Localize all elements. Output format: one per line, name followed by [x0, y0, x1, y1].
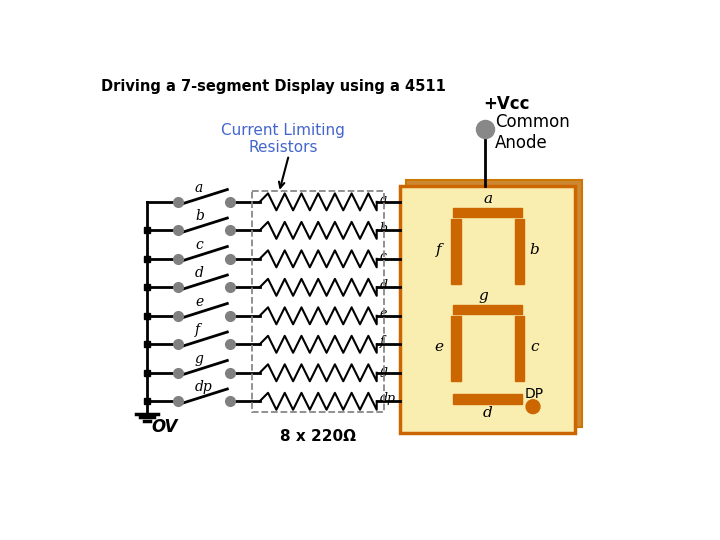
- Text: g: g: [478, 289, 488, 303]
- Bar: [451, 316, 461, 381]
- Text: +Vcc: +Vcc: [483, 94, 529, 112]
- Text: DP: DP: [525, 387, 544, 401]
- Text: e: e: [195, 295, 203, 309]
- Bar: [451, 219, 461, 284]
- Text: c: c: [379, 250, 387, 263]
- Text: c: c: [195, 238, 203, 252]
- Text: a: a: [195, 181, 203, 195]
- Circle shape: [526, 400, 540, 414]
- Text: dp: dp: [379, 393, 396, 406]
- Text: c: c: [531, 340, 539, 354]
- Text: 8 x 220Ω: 8 x 220Ω: [280, 429, 356, 444]
- Text: b: b: [530, 243, 539, 257]
- Text: b: b: [195, 210, 204, 224]
- Text: Current Limiting
Resistors: Current Limiting Resistors: [221, 123, 345, 155]
- Text: OV: OV: [152, 418, 179, 436]
- Text: d: d: [379, 279, 388, 292]
- Text: g: g: [379, 364, 388, 377]
- Bar: [453, 305, 522, 314]
- Bar: [515, 316, 523, 381]
- Text: Common
Anode: Common Anode: [495, 113, 570, 152]
- Bar: [406, 180, 582, 427]
- Text: dp: dp: [195, 380, 212, 394]
- Bar: [453, 394, 522, 403]
- Text: d: d: [195, 266, 204, 280]
- Text: a: a: [483, 192, 492, 206]
- Text: f: f: [436, 243, 442, 257]
- Bar: [400, 186, 575, 433]
- Bar: [515, 219, 523, 284]
- Text: f: f: [195, 323, 200, 338]
- Text: d: d: [482, 406, 492, 420]
- Text: a: a: [379, 193, 387, 206]
- Text: e: e: [379, 307, 387, 320]
- Text: g: g: [195, 352, 204, 366]
- Text: Driving a 7-segment Display using a 4511: Driving a 7-segment Display using a 4511: [101, 79, 446, 93]
- Text: b: b: [379, 221, 388, 234]
- Bar: [252, 191, 384, 412]
- Text: e: e: [435, 340, 444, 354]
- Text: f: f: [379, 335, 384, 348]
- Bar: [453, 208, 522, 217]
